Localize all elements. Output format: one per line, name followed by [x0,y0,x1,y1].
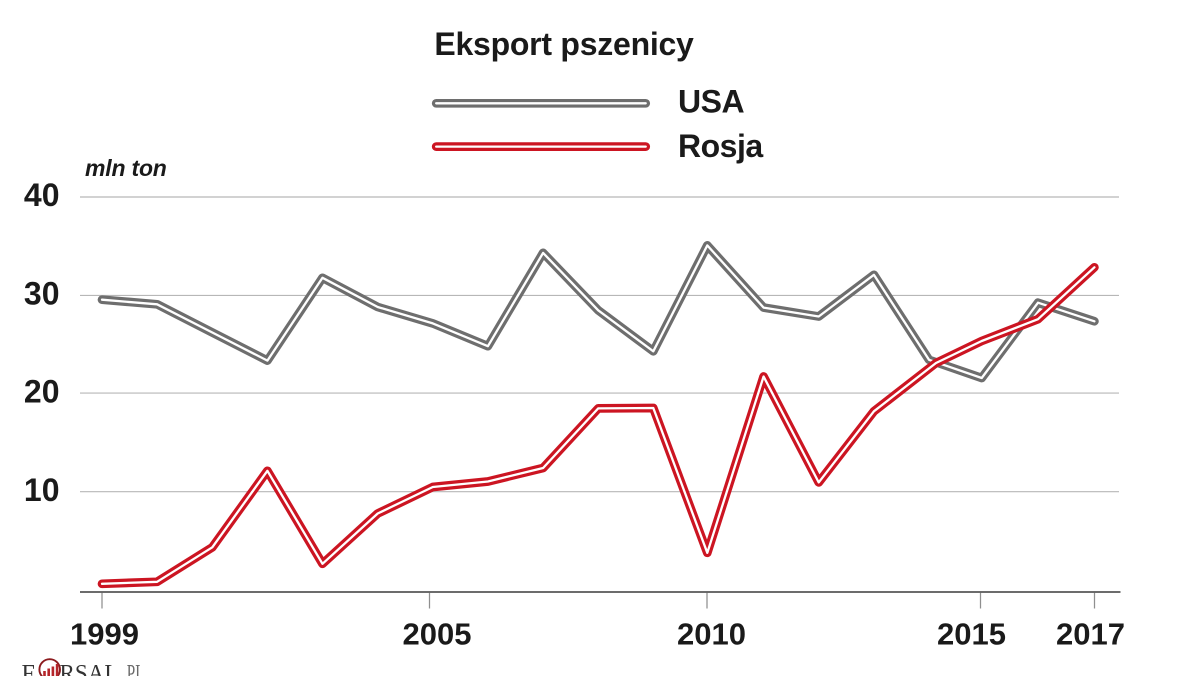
svg-text:30: 30 [24,276,60,312]
svg-text:2010: 2010 [677,617,746,652]
svg-text:1999: 1999 [70,617,139,652]
svg-text:2005: 2005 [403,617,472,652]
svg-text:USA: USA [678,84,744,120]
svg-text:2015: 2015 [937,617,1006,652]
svg-text:10: 10 [24,472,60,508]
svg-text:RSAL: RSAL [60,661,119,676]
svg-text:Eksport pszenicy: Eksport pszenicy [434,26,694,62]
svg-text:40: 40 [24,177,60,213]
svg-text:mln ton: mln ton [85,155,167,181]
svg-text:F: F [22,661,35,676]
svg-text:Rosja: Rosja [678,128,763,164]
svg-text:2017: 2017 [1056,617,1125,652]
svg-text:.PL: .PL [123,661,145,676]
svg-text:20: 20 [24,373,60,409]
